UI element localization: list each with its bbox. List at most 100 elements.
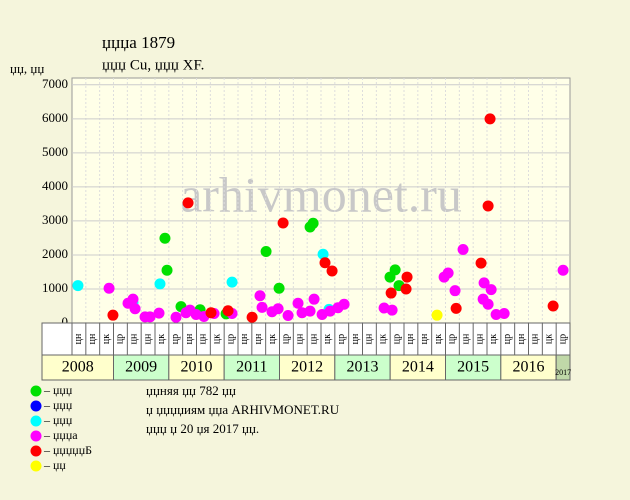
month-label: цк: [156, 334, 167, 344]
month-label: цн: [295, 333, 306, 344]
point: [292, 297, 304, 309]
legend-label: – џџџџџБ: [43, 443, 92, 457]
month-label: цн: [239, 333, 250, 344]
point: [490, 308, 502, 320]
footer-text: џџџ џ 20 џя 2017 џџ.: [146, 421, 259, 436]
point: [107, 309, 119, 321]
chart-subtitle: џџџ Cu, џџџ XF.: [102, 57, 204, 73]
year-cell: [113, 354, 170, 381]
legend-label: – џџџ: [43, 383, 73, 397]
point: [246, 311, 258, 323]
year-label: 2015: [457, 359, 489, 376]
point: [222, 305, 234, 317]
month-label: цр: [336, 334, 347, 344]
month-label: цн: [129, 333, 140, 344]
month-label: цн: [516, 333, 527, 344]
point: [272, 303, 284, 315]
point: [457, 244, 469, 255]
point: [226, 276, 238, 288]
point: [144, 311, 156, 323]
y-tick-label: 1000: [42, 280, 68, 295]
year-label: 2008: [62, 359, 94, 376]
y-tick-label: 2000: [42, 246, 68, 261]
legend-marker: [30, 385, 42, 397]
month-label: цр: [170, 334, 181, 344]
month-label: цн: [73, 333, 84, 344]
point: [304, 305, 316, 317]
point: [153, 307, 165, 319]
point: [482, 298, 494, 310]
month-label: цр: [447, 334, 458, 344]
point: [400, 283, 412, 295]
month-label: цн: [87, 333, 98, 344]
year-label: 2010: [181, 359, 213, 376]
month-label: цр: [391, 334, 402, 344]
point: [450, 302, 462, 314]
legend-marker: [30, 415, 42, 427]
month-label: цк: [433, 334, 444, 344]
year-label: 2016: [513, 359, 545, 376]
point: [326, 265, 338, 277]
point: [282, 310, 294, 322]
month-label: цн: [350, 333, 361, 344]
point: [482, 200, 494, 212]
year-label: 2011: [236, 359, 267, 376]
month-label: цн: [530, 333, 541, 344]
month-label: цн: [405, 333, 416, 344]
point: [129, 303, 141, 315]
month-label: цн: [419, 333, 430, 344]
point: [127, 293, 139, 305]
point: [442, 267, 454, 279]
y-tick-label: 5000: [42, 144, 68, 159]
point: [338, 298, 350, 310]
month-label: цн: [253, 333, 264, 344]
month-label: цк: [544, 334, 555, 344]
legend-label: – џџџ: [43, 413, 73, 427]
year-cell: [500, 354, 557, 381]
legend-label: – џџџа: [43, 428, 78, 442]
legend-marker: [30, 460, 42, 472]
y-tick-label: 3000: [42, 212, 68, 227]
point: [498, 307, 510, 319]
month-label: цк: [322, 334, 333, 344]
month-label: цр: [281, 334, 292, 344]
point: [431, 309, 443, 321]
legend-marker: [30, 400, 42, 412]
point: [484, 113, 496, 125]
point: [273, 282, 285, 294]
point: [205, 307, 217, 319]
month-label: цн: [364, 333, 375, 344]
legend-label: – џџџ: [43, 398, 73, 412]
y-tick-label: 4000: [42, 178, 68, 193]
point: [103, 282, 115, 294]
point: [401, 271, 413, 283]
year-cell: [41, 354, 114, 381]
point: [478, 277, 490, 289]
point: [72, 280, 84, 292]
month-label: цр: [502, 334, 513, 344]
point: [319, 257, 331, 269]
point: [386, 304, 398, 316]
point: [547, 300, 559, 312]
month-label: цк: [101, 334, 112, 344]
footer-text: џџняя џџ 782 џџ: [146, 383, 236, 398]
point: [170, 311, 182, 323]
year-label: 2017: [555, 368, 571, 377]
month-label: цр: [557, 334, 568, 344]
year-label: 2014: [402, 359, 434, 376]
month-label: цн: [184, 333, 195, 344]
year-cell: [223, 354, 281, 381]
month-label: цк: [267, 334, 278, 344]
year-cell: [445, 354, 502, 381]
month-strip: [41, 322, 571, 356]
month-label: цк: [378, 334, 389, 344]
legend-label: – џџ: [43, 458, 66, 472]
y-axis-label: џџ, џџ: [10, 61, 44, 76]
month-label: цр: [225, 334, 236, 344]
year-label: 2013: [347, 359, 379, 376]
point: [317, 248, 329, 260]
point: [557, 264, 569, 276]
year-cell: [334, 354, 391, 381]
year-label: 2012: [291, 359, 323, 376]
point: [254, 290, 266, 302]
